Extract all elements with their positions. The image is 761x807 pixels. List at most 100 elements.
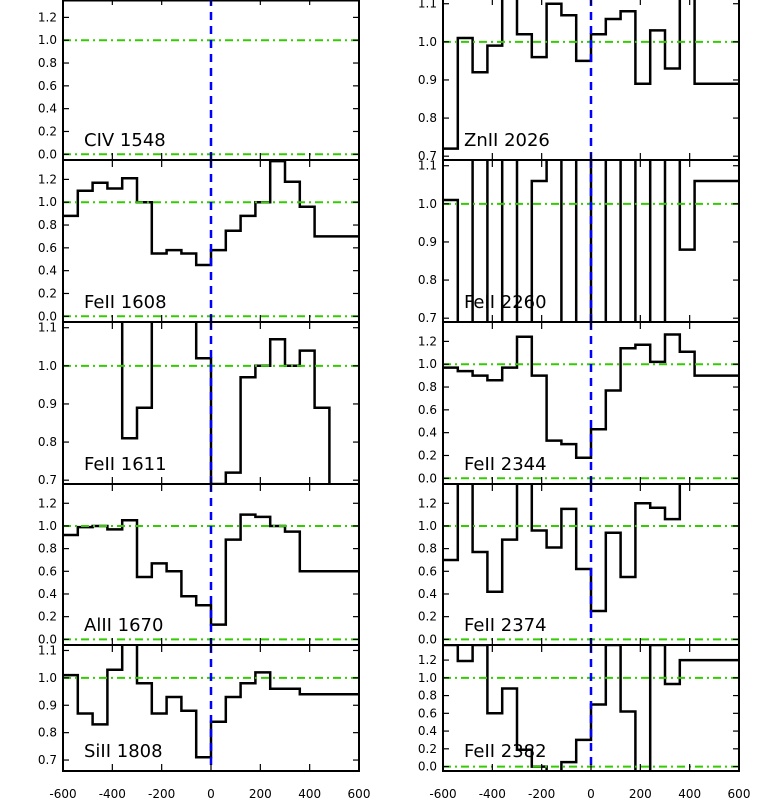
y-tick-label: 0.8 [418, 380, 437, 394]
y-tick-label: 0.6 [38, 79, 57, 93]
spectrum-line [63, 645, 359, 759]
y-tick-label: 1.0 [38, 519, 57, 533]
y-tick-label: 0.2 [418, 610, 437, 624]
y-tick-label: 1.1 [418, 159, 437, 173]
spectrum-panel: 0.0 0.2 0.4 0.6 0.8 1.0 1.2 FeII 2344 [418, 321, 740, 485]
spectrum-panel: 0.7 0.8 0.9 1.0 1.1 FeII 1611 [38, 321, 360, 487]
y-tick-label: 0.8 [38, 435, 57, 449]
y-tick-label: 0.2 [38, 286, 57, 300]
spectrum-line [443, 484, 682, 613]
spectrum-panel: 0.0 0.2 0.4 0.6 0.8 1.0 1.2 CIV 1548 [38, 0, 360, 161]
spectrum-line [63, 513, 359, 626]
spectrum-line [63, 160, 359, 267]
spectrum-line [443, 333, 739, 460]
transition-label: FeII 1611 [84, 454, 167, 475]
y-tick-label: 1.0 [38, 359, 57, 373]
x-tick-label: -200 [148, 787, 175, 801]
y-tick-label: 1.1 [38, 643, 57, 657]
y-tick-label: 0.8 [38, 56, 57, 70]
y-tick-label: 0.0 [418, 760, 437, 774]
y-tick-label: 0.4 [38, 264, 57, 278]
x-tick-label: -600 [429, 787, 456, 801]
y-tick-label: 0.4 [38, 102, 57, 116]
spectrum-line [443, 645, 739, 771]
spectrum-panel: 0.7 0.8 0.9 1.0 1.1 ZnII 2026 [418, 0, 740, 163]
transition-label: CIV 1548 [84, 130, 166, 151]
y-tick-label: 0.4 [418, 426, 437, 440]
y-tick-label: 1.2 [38, 496, 57, 510]
transition-label: FeII 1608 [84, 292, 167, 313]
transition-label: AlII 1670 [84, 615, 163, 636]
y-tick-label: 0.0 [38, 632, 57, 646]
y-tick-label: 0.0 [38, 147, 57, 161]
y-tick-label: 0.9 [38, 698, 57, 712]
y-tick-label: 0.8 [38, 218, 57, 232]
x-tick-label: -400 [479, 787, 506, 801]
y-tick-label: 0.9 [418, 235, 437, 249]
transition-label: FeII 2374 [464, 615, 547, 636]
y-tick-label: 0.8 [38, 726, 57, 740]
x-tick-label: 600 [348, 787, 371, 801]
y-tick-label: 0.2 [38, 610, 57, 624]
x-tick-label: 200 [249, 787, 272, 801]
y-tick-label: 0.0 [418, 471, 437, 485]
spectrum-line [443, 0, 739, 150]
y-tick-label: 0.7 [38, 753, 57, 767]
y-tick-label: 0.8 [418, 542, 437, 556]
y-tick-label: 1.0 [418, 357, 437, 371]
spectrum-panel: 0.0 0.2 0.4 0.6 0.8 1.0 1.2 FeII 2382 [418, 644, 740, 774]
transition-label: FeII 2344 [464, 454, 547, 475]
y-tick-label: 0.6 [38, 564, 57, 578]
x-tick-label: 400 [298, 787, 321, 801]
y-tick-label: 1.2 [418, 653, 437, 667]
x-tick-label: 0 [587, 787, 595, 801]
y-tick-label: 0.6 [38, 241, 57, 255]
y-tick-label: 0.4 [38, 587, 57, 601]
y-tick-label: 0.8 [418, 111, 437, 125]
x-tick-label: -200 [528, 787, 555, 801]
y-tick-label: 0.8 [418, 273, 437, 287]
y-tick-label: 1.0 [418, 671, 437, 685]
y-tick-label: 0.9 [38, 397, 57, 411]
y-tick-label: 1.0 [418, 519, 437, 533]
y-tick-label: 1.0 [38, 671, 57, 685]
x-tick-label: -600 [49, 787, 76, 801]
y-tick-label: 1.0 [38, 195, 57, 209]
y-tick-label: 0.8 [38, 542, 57, 556]
y-tick-label: 0.2 [418, 448, 437, 462]
spectrum-panel: 0.7 0.8 0.9 1.0 1.1 FeII 2260 [418, 159, 740, 325]
y-tick-label: 0.0 [418, 632, 437, 646]
y-tick-label: 0.4 [418, 587, 437, 601]
spectrum-panel: 0.0 0.2 0.4 0.6 0.8 1.0 1.2 AlII 1670 [38, 483, 360, 646]
spectrum-line [120, 322, 331, 484]
y-tick-label: 1.0 [418, 197, 437, 211]
y-tick-label: 0.9 [418, 73, 437, 87]
y-tick-label: 1.0 [38, 33, 57, 47]
x-tick-label: 400 [678, 787, 701, 801]
y-tick-label: 1.2 [38, 172, 57, 186]
y-tick-label: 1.1 [418, 0, 437, 11]
transition-label: ZnII 2026 [464, 130, 550, 151]
transition-label: FeII 2382 [464, 741, 547, 762]
y-tick-label: 1.2 [418, 334, 437, 348]
transition-label: FeII 2260 [464, 292, 547, 313]
y-tick-label: 0.4 [418, 724, 437, 738]
x-tick-label: -400 [99, 787, 126, 801]
y-tick-label: 0.2 [418, 742, 437, 756]
y-tick-label: 1.1 [38, 321, 57, 335]
y-tick-label: 0.7 [38, 473, 57, 487]
y-tick-label: 1.2 [38, 10, 57, 24]
y-tick-label: 0.6 [418, 564, 437, 578]
spectrum-line [443, 160, 739, 322]
spectrum-panel: 0.0 0.2 0.4 0.6 0.8 1.0 1.2 FeII 2374 [418, 483, 740, 646]
transition-label: SiII 1808 [84, 741, 163, 762]
spectrum-panel: 0.0 0.2 0.4 0.6 0.8 1.0 1.2 FeII 1608 [38, 159, 360, 323]
y-tick-label: 0.7 [418, 311, 437, 325]
y-tick-label: 0.8 [418, 689, 437, 703]
y-tick-label: 0.6 [418, 706, 437, 720]
y-tick-label: 0.7 [418, 149, 437, 163]
y-tick-label: 0.6 [418, 403, 437, 417]
spectrum-panel: 0.7 0.8 0.9 1.0 1.1 SiII 1808 [38, 643, 360, 772]
y-tick-label: 0.2 [38, 124, 57, 138]
